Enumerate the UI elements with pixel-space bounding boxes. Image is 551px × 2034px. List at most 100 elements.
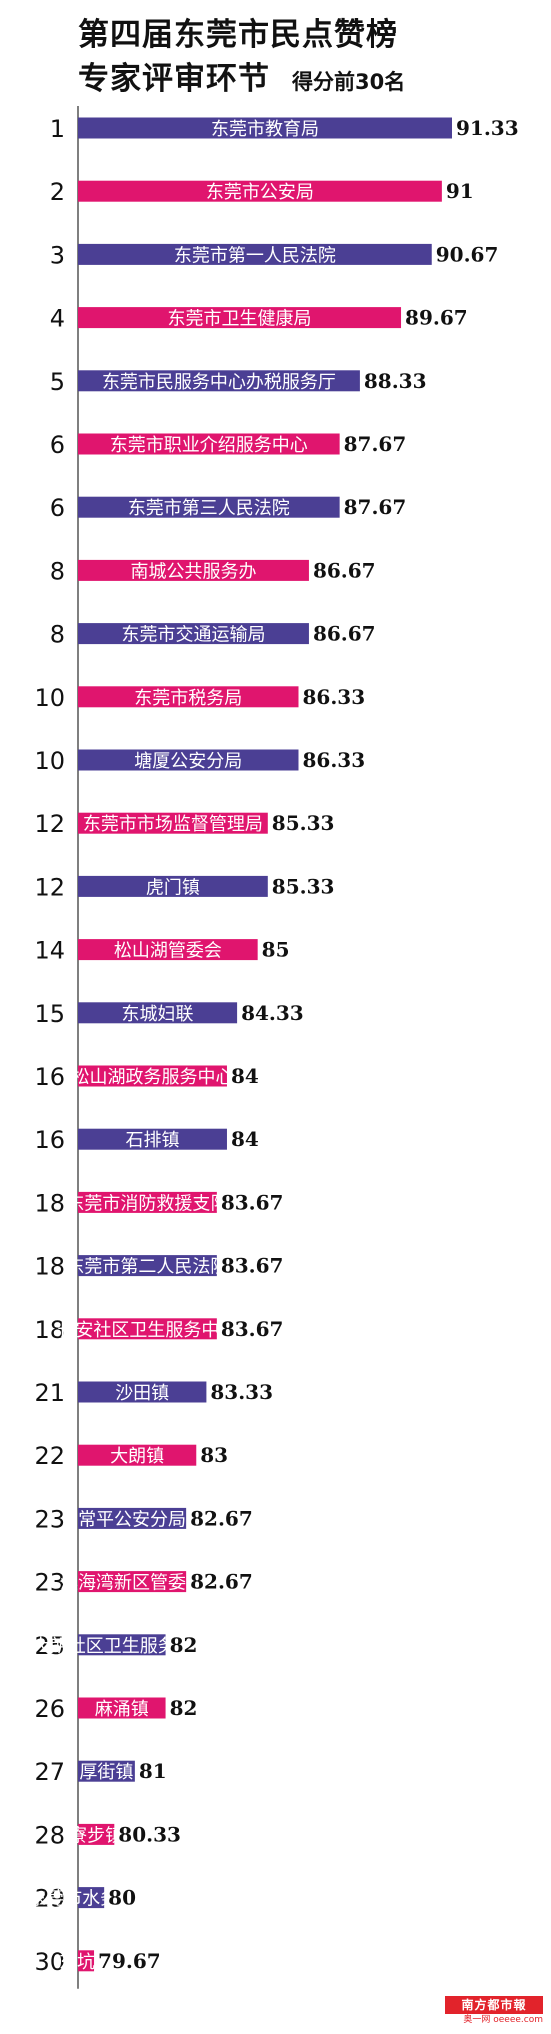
rank-label: 12	[34, 873, 65, 901]
bar	[78, 559, 309, 581]
bar-category-label: 寮步镇	[69, 1825, 123, 1846]
bar-value-label: 83.67	[221, 1254, 284, 1278]
bar-category-label: 东莞市市场监督管理局	[83, 814, 263, 835]
rank-label: 26	[34, 1695, 65, 1723]
bar-value-label: 85.33	[272, 874, 335, 898]
bar-value-label: 85.33	[272, 811, 335, 835]
bar-category-label: 虎门镇	[146, 877, 200, 898]
bar	[78, 180, 442, 202]
bar-value-label: 86.67	[313, 558, 376, 582]
rank-label: 3	[50, 241, 65, 269]
rank-label: 8	[50, 557, 65, 585]
bar	[78, 307, 402, 329]
bar-category-label: 东莞市公安局	[206, 182, 314, 203]
bar	[78, 1950, 95, 1972]
bar	[78, 1760, 135, 1782]
bar-value-label: 91	[446, 179, 474, 203]
bar-category-label: 常平公安分局	[78, 1509, 186, 1530]
bar	[78, 1634, 166, 1656]
bar-value-label: 84.33	[241, 1001, 304, 1025]
bar-value-label: 79.67	[98, 1949, 161, 1973]
bar-category-label: 东莞市民服务中心办税服务厅	[102, 372, 336, 393]
bar-value-label: 80.33	[118, 1822, 181, 1846]
bar	[78, 875, 268, 897]
bar-category-label: 东莞市第二人民法院	[66, 1257, 228, 1278]
rank-label: 18	[34, 1189, 65, 1217]
chart-subtitle: 得分前30名	[292, 70, 406, 94]
bar	[78, 623, 309, 645]
rank-label: 5	[50, 368, 65, 396]
bar-value-label: 87.67	[344, 495, 407, 519]
rank-label: 6	[50, 494, 65, 522]
bar-value-label: 82	[170, 1696, 198, 1720]
rank-label: 18	[34, 1253, 65, 1281]
bar-category-label: 东莞市第一人民法院	[174, 245, 336, 266]
bar-category-label: 东城妇联	[122, 1004, 194, 1025]
rank-label: 6	[50, 431, 65, 459]
rank-label: 8	[50, 621, 65, 649]
rank-label: 12	[34, 810, 65, 838]
bar-value-label: 89.67	[405, 306, 468, 330]
watermark-site-text: 奥一网 oeeee.com	[463, 2015, 543, 2025]
bar-category-label: 东莞市教育局	[211, 119, 319, 140]
bar	[78, 1381, 207, 1403]
chart-title: 第四届东莞市民点赞榜	[78, 17, 398, 53]
bar-value-label: 86.67	[313, 622, 376, 646]
bar-category-label: 大朗镇	[110, 1446, 164, 1467]
bar	[78, 812, 268, 834]
bar-category-label: 东坑镇	[59, 1952, 113, 1973]
bar	[78, 1255, 217, 1277]
bar-value-label: 83.67	[221, 1190, 284, 1214]
bar-value-label: 86.33	[303, 685, 366, 709]
bar-category-label: 麻涌镇	[95, 1699, 149, 1720]
bar-category-label: 长安社区卫生服务中心	[57, 1320, 237, 1341]
bar-category-label: 东莞市水务集团	[28, 1889, 154, 1910]
bar-category-label: 南城公共服务办	[130, 561, 256, 582]
bar-value-label: 88.33	[364, 369, 427, 393]
bar	[78, 1128, 227, 1150]
bar	[78, 1507, 187, 1529]
bar	[78, 1318, 217, 1340]
bar-category-label: 东莞市职业介绍服务中心	[110, 435, 308, 456]
bar	[78, 1065, 227, 1087]
chart-title-line2-row: 专家评审环节 得分前30名	[78, 60, 518, 98]
chart-title-line2: 专家评审环节	[78, 61, 270, 97]
bar-category-label: 松山湖管委会	[114, 941, 222, 962]
bar	[78, 939, 258, 961]
bar-category-label: 滨海湾新区管委会	[60, 1573, 204, 1594]
bar-value-label: 91.33	[456, 116, 519, 140]
bar-category-label: 东莞市卫生健康局	[168, 309, 312, 330]
bar-value-label: 82.67	[190, 1570, 253, 1594]
bar-value-label: 83.33	[210, 1380, 273, 1404]
bar-value-label: 83	[200, 1443, 228, 1467]
rank-label: 28	[34, 1821, 65, 1849]
bar	[78, 370, 360, 392]
bar	[78, 1823, 115, 1845]
bar-category-label: 东莞市消防救援支队	[66, 1193, 228, 1214]
bar	[78, 433, 340, 455]
rank-label: 10	[34, 684, 65, 712]
bar	[78, 686, 299, 708]
bar-value-label: 82.67	[190, 1506, 253, 1530]
bar-category-label: 东莞市税务局	[134, 688, 242, 709]
bar-value-label: 81	[139, 1759, 167, 1783]
bar	[78, 117, 452, 139]
bar	[78, 749, 299, 771]
rank-label: 30	[34, 1948, 65, 1976]
bar-value-label: 87.67	[344, 432, 407, 456]
rank-label: 16	[34, 1126, 65, 1154]
bar-category-label: 东莞市第三人民法院	[128, 498, 290, 519]
bar-category-label: 东莞市交通运输局	[121, 625, 265, 646]
chart-title-block: 第四届东莞市民点赞榜 专家评审环节 得分前30名	[78, 16, 518, 98]
bar	[78, 1697, 166, 1719]
bar-category-label: 石排镇	[125, 1130, 179, 1151]
bar-value-label: 84	[231, 1127, 259, 1151]
rank-label: 4	[50, 305, 65, 333]
bar-category-label: 大朗社区卫生服务中心	[32, 1636, 212, 1657]
newspaper-watermark-logo: 南方都市報 奥一网 oeeee.com	[445, 1996, 543, 2028]
rank-label: 22	[34, 1442, 65, 1470]
bar-category-label: 厚街镇	[79, 1762, 133, 1783]
bar-value-label: 85	[262, 938, 290, 962]
watermark-logo-text: 南方都市報	[445, 1996, 543, 2014]
